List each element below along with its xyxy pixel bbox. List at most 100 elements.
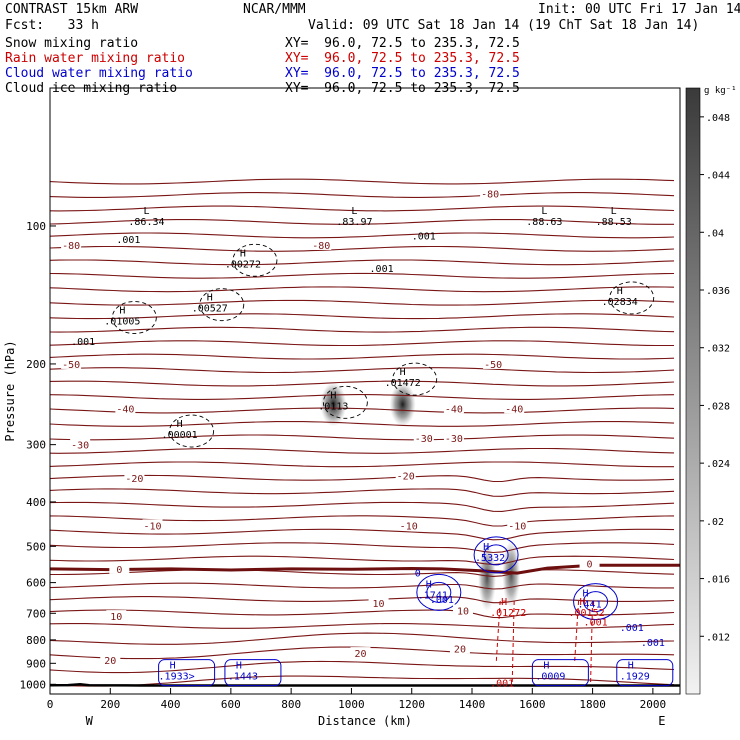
cloud-water-extremum-value: .1443 [228, 672, 258, 683]
snow-extremum-kind: H [119, 306, 125, 317]
colorbar-tick-label: .044 [706, 171, 730, 182]
isotherm-line [50, 353, 675, 360]
x-tick-label: 1000 [338, 698, 365, 711]
snow-extremum-kind: H [617, 286, 623, 297]
isotherm-line [50, 501, 675, 512]
cloud-water-extremum-kind: H [543, 661, 549, 672]
isotherm-label-bg [443, 402, 464, 414]
isotherm-label-bg [507, 519, 528, 531]
x-tick-label: 1600 [519, 698, 546, 711]
isotherm-label: -10 [143, 521, 161, 532]
cloud-water-contour [473, 536, 519, 574]
isotherm-line [50, 380, 675, 387]
isotherm-label-bg [100, 653, 121, 665]
colorbar-tick-label: .036 [706, 286, 730, 297]
isotherm-label: -40 [505, 404, 523, 415]
colorbar-tick-label: .04 [706, 228, 724, 239]
cloud-water-contour [573, 583, 619, 621]
snow-extremum-kind: H [177, 419, 183, 430]
isotherm-line [50, 205, 675, 212]
snow-extremum-kind: H [400, 367, 406, 378]
isotherm-label-bg [452, 604, 473, 616]
cloud-water-contour [158, 659, 216, 687]
colorbar-tick-label: .032 [706, 344, 730, 355]
isotherm-label-bg [483, 357, 504, 369]
colorbar-unit: g kg⁻¹ [704, 86, 737, 96]
cloud-water-extremum-value: .1933> [159, 672, 195, 683]
isotherm-label-bg [142, 519, 163, 531]
cloud-water-extremum-kind: H [426, 579, 432, 590]
cloud-water-extremum-kind: H [583, 589, 589, 600]
x-tick-label: 0 [47, 698, 54, 711]
cloud-water-extremum-value: .441 [578, 600, 602, 611]
isotherm-label-bg [449, 642, 470, 654]
cloud-water-contour-label: .001 [641, 638, 665, 649]
snow-extremum-value: .00527 [192, 304, 228, 315]
isotherm-line [50, 326, 675, 333]
snow-shading-blob [389, 382, 416, 427]
isotherm-label: 10 [110, 612, 122, 623]
isotherm-line [50, 555, 675, 566]
snow-extremum-value: .88.63 [526, 217, 562, 228]
snow-contour [199, 288, 245, 322]
header-left-4: Cloud water mixing ratio [5, 66, 193, 81]
x-tick-label: 600 [221, 698, 241, 711]
isotherm-label-bg [579, 557, 600, 569]
y-axis-title: Pressure (hPa) [3, 340, 17, 441]
isotherm-label: -40 [116, 404, 134, 415]
isotherm-label: 10 [457, 606, 469, 617]
colorbar-tick-label: .024 [706, 459, 730, 470]
isotherm-label-bg [413, 431, 434, 443]
isotherm-line [50, 632, 675, 645]
snow-extremum-kind: L [541, 206, 547, 217]
isotherm-line [50, 660, 675, 674]
snow-extremum-value: .00272 [225, 259, 261, 270]
rain-extremum-value: .01272 [490, 608, 526, 619]
snow-contour-label: .001 [116, 235, 140, 246]
isotherm-line [50, 394, 675, 400]
snow-shading-blob [320, 382, 347, 427]
snow-extremum-kind: H [207, 293, 213, 304]
header-left-1: Fcst: 33 h [5, 18, 99, 33]
isotherm-label: 0 [587, 559, 593, 570]
colorbar-tick-label: .028 [706, 401, 730, 412]
isotherm-line [50, 434, 675, 441]
isotherm-line [50, 178, 675, 185]
zero-isotherm [50, 563, 680, 575]
isotherm-line [50, 407, 675, 414]
y-tick-label: 400 [26, 496, 46, 509]
isotherm-label: -80 [62, 241, 80, 252]
isotherm-label: 20 [354, 649, 366, 660]
isotherm-line [50, 232, 675, 239]
ice-shading-blob [478, 543, 497, 612]
isotherm-line [50, 461, 674, 468]
isotherm-label: 0 [116, 565, 122, 576]
y-tick-label: 800 [26, 634, 46, 647]
isotherm-label-bg [443, 431, 464, 443]
plot-frame [49, 87, 681, 695]
isotherm-label: -50 [484, 360, 502, 371]
isotherm-label: -50 [62, 360, 80, 371]
rain-contour-label: .001 [490, 678, 514, 689]
header-center: NCAR/MMM [243, 2, 306, 17]
isotherm-label: -30 [415, 434, 433, 445]
y-tick-label: 900 [26, 657, 46, 670]
isotherm-line [50, 569, 675, 577]
isotherm-label: -30 [71, 441, 89, 452]
colorbar-ramp [685, 87, 701, 695]
isotherm-line [50, 421, 675, 427]
cloud-water-contour [224, 659, 282, 687]
isotherm-line [50, 609, 675, 619]
isotherm-label-bg [311, 238, 332, 250]
isotherm-label-bg [480, 187, 501, 199]
isotherm-line [50, 488, 675, 497]
plot-area: -80 -80 -80 -50 -50 -40 -40 -40 -30 -30 -30 -20 -20 -… [50, 178, 680, 689]
colorbar-tick-label: .02 [706, 517, 724, 528]
x-tick-label: 1800 [579, 698, 606, 711]
snow-extremum-kind: L [611, 206, 617, 217]
y-tick-label: 500 [26, 540, 46, 553]
isotherm-label-bg [109, 562, 130, 574]
cloud-water-extremum-value: .1741 [418, 590, 448, 601]
cloud-water-extremum-value: .1929 [620, 672, 650, 683]
header-init: Init: 00 UTC Fri 17 Jan 14 [538, 2, 740, 17]
